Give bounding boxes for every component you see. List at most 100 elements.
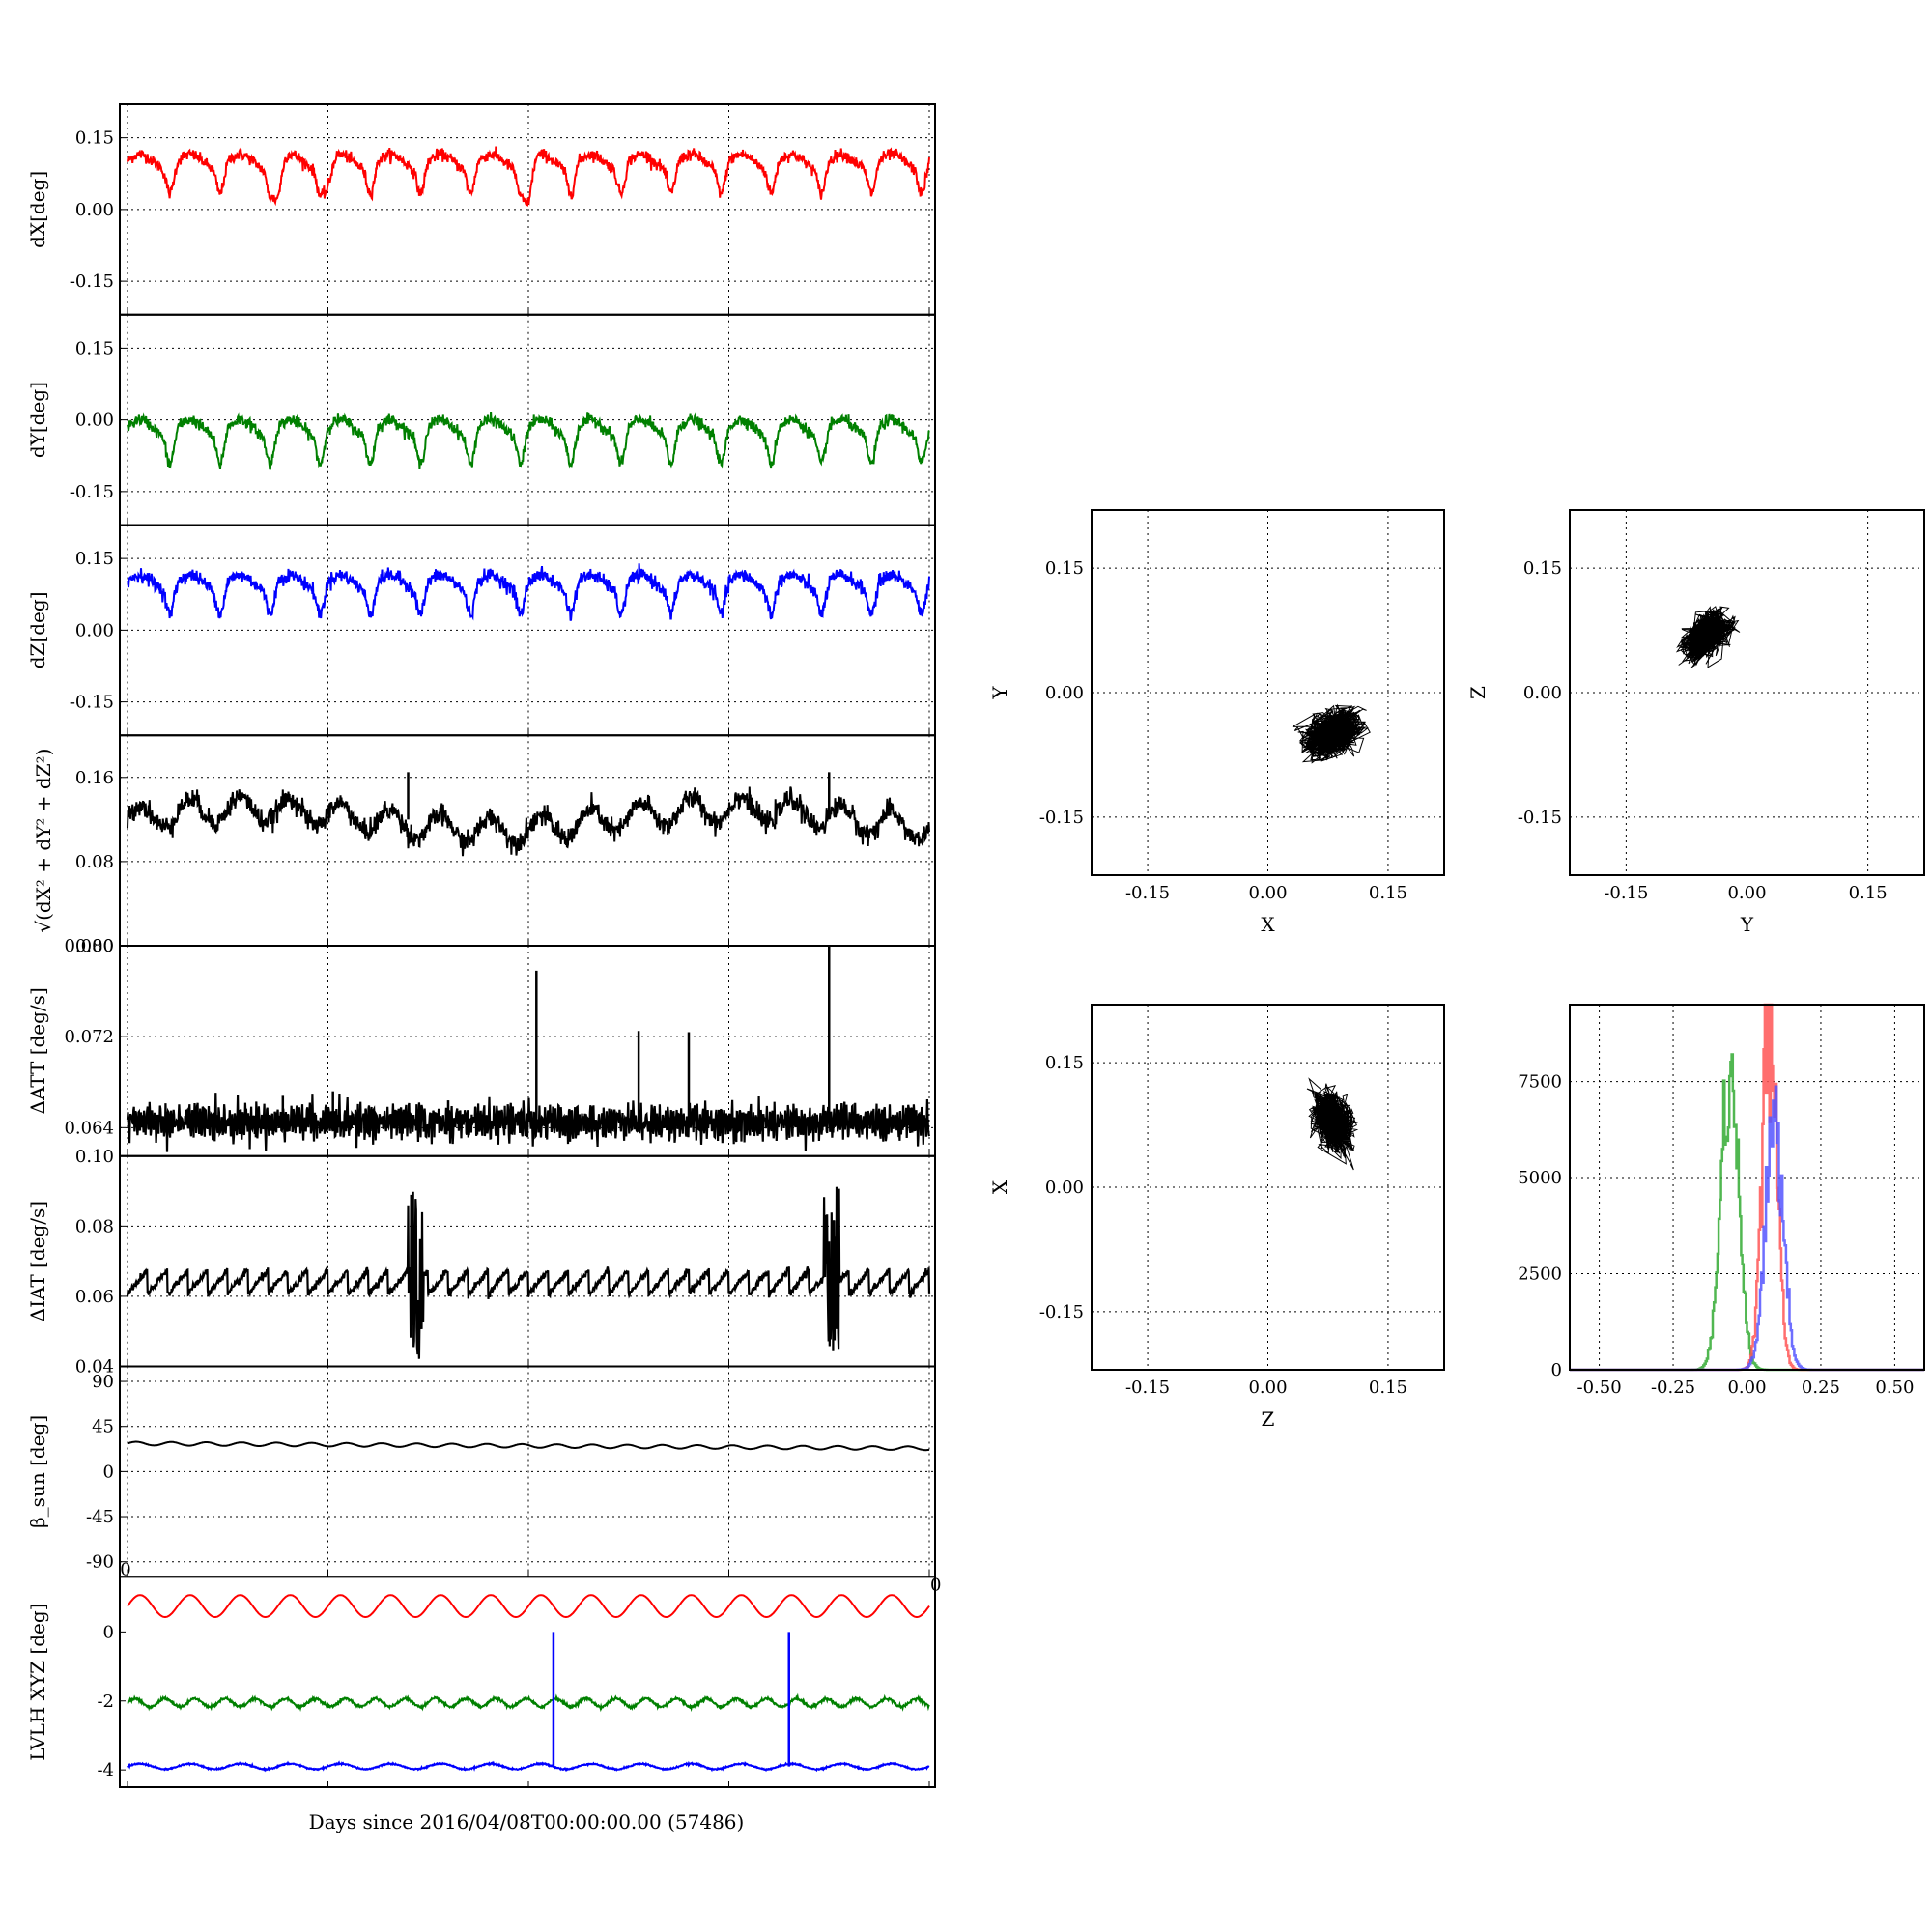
ytick-label: 0.15 xyxy=(75,338,114,358)
series-line-dZ-0 xyxy=(127,563,930,621)
series-line-beta-0 xyxy=(127,1440,930,1452)
panel-datt: 0.080 0.072 0.064 ΔATT [deg/s] xyxy=(26,936,936,1157)
panel-scatter_zx: -0.15 0.00 0.15 0.15 0.00 -0.15 Z X xyxy=(988,1004,1445,1431)
ytick-label: 0.15 xyxy=(75,549,114,569)
xtick-label: 0.00 xyxy=(1727,1378,1766,1398)
ytick-label: 0.00 xyxy=(75,936,114,956)
ylabel-scatter_xy: Y xyxy=(988,686,1011,700)
ytick-label: 0.00 xyxy=(1045,683,1084,703)
panel-frame-lvlh xyxy=(119,1576,936,1788)
ytick-label: -45 xyxy=(86,1507,114,1527)
ylabel-scatter_yz: Z xyxy=(1466,686,1490,699)
panel-dZ: 0.15 0.00 -0.15 dZ[deg] xyxy=(26,524,936,737)
ylabel-beta: β_sun [deg] xyxy=(26,1415,49,1528)
hist-step-0 xyxy=(1570,1053,1924,1372)
ytick-label: -0.15 xyxy=(70,482,114,502)
panel-dX: 0.15 0.00 -0.15 dX[deg] xyxy=(26,103,936,316)
ylabel-datt: ΔATT [deg/s] xyxy=(26,987,49,1114)
ytick-label: 2500 xyxy=(1518,1264,1562,1285)
panel-frame-scatter_zx xyxy=(1091,1004,1445,1371)
xtick-label: 0.00 xyxy=(1248,1378,1287,1398)
panel-diat: 0.10 0.08 0.06 0.04 ΔIAT [deg/s] xyxy=(26,1147,936,1378)
ylabel-lvlh: LVLH XYZ [deg] xyxy=(26,1604,49,1761)
ytick-label: 0 xyxy=(1551,1360,1562,1380)
time-axis-label: Days since 2016/04/08T00:00:00.00 (57486… xyxy=(309,1810,745,1833)
ytick-label: -0.15 xyxy=(70,271,114,292)
ytick-label: -0.15 xyxy=(70,693,114,713)
panel-frame-diat xyxy=(119,1154,936,1368)
panel-mag: 0.16 0.08 0.00 √(dX² + dY² + dZ²) xyxy=(32,734,936,956)
ytick-label: -0.15 xyxy=(1518,808,1562,828)
scatter-trace-scatter_zx xyxy=(1306,1077,1359,1171)
ytick-label: 0.15 xyxy=(1523,558,1562,579)
panel-frame-hist xyxy=(1569,1004,1925,1371)
xtick-label: 0.25 xyxy=(1802,1378,1840,1398)
series-line-dX-0 xyxy=(127,146,930,207)
ytick-label: 0.15 xyxy=(75,128,114,149)
xlabel-scatter_xy: X xyxy=(1261,913,1275,936)
ytick-label: 0 xyxy=(103,1622,114,1642)
series-line-mag-0 xyxy=(127,786,930,857)
xlabel-scatter_yz: Y xyxy=(1740,913,1754,936)
series-line-dY-0 xyxy=(127,412,930,470)
ytick-label: 0 xyxy=(103,1462,114,1482)
ylabel-mag: √(dX² + dY² + dZ²) xyxy=(32,749,55,933)
ylabel-dZ: dZ[deg] xyxy=(26,592,49,669)
ylabel-dX: dX[deg] xyxy=(26,171,49,248)
panel-frame-mag xyxy=(119,734,936,947)
panel-dY: 0.15 0.00 -0.15 dY[deg] xyxy=(26,313,936,526)
ytick-label: 45 xyxy=(92,1417,114,1437)
ytick-label: 0.00 xyxy=(1045,1178,1084,1198)
panel-scatter_xy: -0.15 0.00 0.15 0.15 0.00 -0.15 X Y xyxy=(988,509,1445,936)
time-series-panels: 0.15 0.00 -0.15 dX[deg] 0.15 0.00 -0.15 dY[deg]… xyxy=(26,103,941,1788)
panel-frame-scatter_yz xyxy=(1569,509,1925,876)
ylabel-dY: dY[deg] xyxy=(26,382,49,458)
series-line-lvlh-0 xyxy=(127,1594,930,1618)
xtick-label: -0.50 xyxy=(1577,1378,1621,1398)
xtick-label: 0 xyxy=(930,1575,941,1595)
ylabel-diat: ΔIAT [deg/s] xyxy=(26,1201,49,1321)
ytick-label: -90 xyxy=(86,1552,114,1573)
ytick-label: 0.072 xyxy=(64,1027,114,1047)
xtick-label: -0.15 xyxy=(1125,883,1170,903)
xtick-label: -0.25 xyxy=(1651,1378,1695,1398)
ytick-label: 0.10 xyxy=(75,1147,114,1167)
series-line-diat-0 xyxy=(126,1186,931,1359)
xtick-label: 0.50 xyxy=(1875,1378,1914,1398)
xtick-label: -0.15 xyxy=(1604,883,1648,903)
xtick-label: 0.15 xyxy=(1369,1378,1407,1398)
ytick-label: -2 xyxy=(97,1691,114,1712)
xlabel-scatter_zx: Z xyxy=(1262,1407,1275,1431)
ytick-label: 0.15 xyxy=(1045,558,1084,579)
ytick-label: 0.04 xyxy=(75,1357,114,1378)
ytick-label: 0.00 xyxy=(75,411,114,431)
ytick-label: 0.00 xyxy=(75,620,114,640)
ytick-label: 0.064 xyxy=(64,1118,114,1138)
panel-lvlh: 0 -2 -4 0 0 LVLH XYZ [deg] xyxy=(26,1559,941,1788)
series-line-lvlh-1 xyxy=(127,1692,930,1713)
ytick-label: 7500 xyxy=(1518,1072,1562,1093)
series-line-datt-0 xyxy=(126,1093,931,1152)
ytick-label: 5000 xyxy=(1518,1168,1562,1188)
xtick-label: 0.15 xyxy=(1849,883,1888,903)
scatter-trace-scatter_yz xyxy=(1675,606,1741,669)
histogram-panel: -0.50 -0.25 0.00 0.25 0.50 7500 5000 2500 0 xyxy=(1518,1003,1925,1398)
ytick-label: 0.06 xyxy=(75,1287,114,1307)
ytick-label: 0.08 xyxy=(75,852,114,872)
xtick-label: 0 xyxy=(120,1559,130,1579)
xtick-label: -0.15 xyxy=(1125,1378,1170,1398)
ytick-label: 0.080 xyxy=(64,936,114,956)
xtick-label: 0.00 xyxy=(1727,883,1766,903)
ytick-label: 0.15 xyxy=(1045,1053,1084,1073)
ytick-label: -4 xyxy=(97,1760,114,1780)
panel-frame-scatter_xy xyxy=(1091,509,1445,876)
xtick-label: 0.15 xyxy=(1369,883,1407,903)
ytick-label: 0.08 xyxy=(75,1216,114,1236)
ytick-label: 90 xyxy=(92,1372,114,1392)
scatter-trace-scatter_xy xyxy=(1292,703,1371,764)
xtick-label: 0.00 xyxy=(1248,883,1287,903)
panel-beta: 90 45 0 -45 -90 β_sun [deg] xyxy=(26,1365,936,1578)
panel-scatter_yz: -0.15 0.00 0.15 0.15 0.00 -0.15 Y Z xyxy=(1466,509,1925,936)
scatter-panels: -0.15 0.00 0.15 0.15 0.00 -0.15 X Y -0.15 0.00 0.1… xyxy=(988,509,1925,1431)
